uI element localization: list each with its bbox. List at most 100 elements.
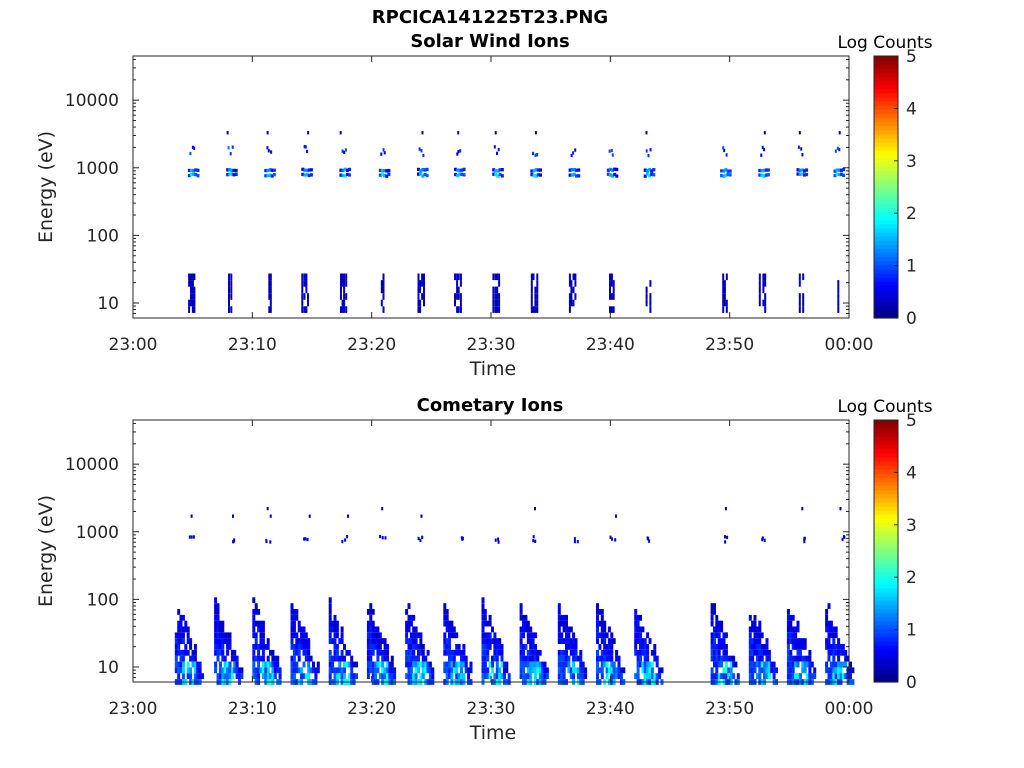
colorbar-segment xyxy=(874,113,898,118)
spectrogram-pixel xyxy=(813,673,817,679)
spectrogram-pixel xyxy=(302,638,306,644)
spectrogram-pixel xyxy=(596,655,599,662)
spectrogram-pixel xyxy=(459,149,462,153)
spectrogram-pixel xyxy=(713,661,716,668)
spectrogram-pixel xyxy=(345,306,348,313)
spectrogram-pixel xyxy=(366,655,370,662)
spectrogram-pixel xyxy=(216,626,220,633)
spectrogram-pixel xyxy=(610,649,614,656)
spectrogram-pixel xyxy=(369,644,373,650)
spectrogram-pixel xyxy=(417,280,420,287)
spectrogram-pixel xyxy=(300,632,304,639)
spectrogram-pixel xyxy=(177,626,181,633)
colorbar-segment xyxy=(874,60,898,65)
spectrogram-pixel xyxy=(606,172,610,176)
spectrogram-pixel xyxy=(343,286,346,294)
spectrogram-pixel xyxy=(292,673,296,679)
spectrogram-pixel xyxy=(658,673,662,679)
spectrogram-pixel xyxy=(343,273,346,281)
spectrogram-pixel xyxy=(390,655,394,662)
spectrogram-pixel xyxy=(529,649,533,656)
spectrogram-pixel xyxy=(569,638,573,644)
spectrogram-pixel xyxy=(764,173,768,177)
spectrogram-pixel xyxy=(493,673,497,679)
spectrogram-pixel xyxy=(454,172,457,177)
spectrogram-pixel xyxy=(568,273,571,281)
spectrogram-pixel xyxy=(259,632,263,639)
spectrogram-pixel xyxy=(223,632,227,639)
colorbar-segment xyxy=(874,542,898,548)
spectrogram-pixel xyxy=(189,151,192,156)
x-tick-label: 23:30 xyxy=(467,335,516,355)
spectrogram-pixel xyxy=(753,644,757,650)
x-tick-label: 23:40 xyxy=(586,335,635,355)
spectrogram-pixel xyxy=(803,539,806,544)
spectrogram-pixel xyxy=(570,173,574,177)
spectrogram-pixel xyxy=(460,661,463,668)
colorbar-segment xyxy=(874,215,898,221)
spectrogram-pixel xyxy=(574,638,578,644)
spectrogram-pixel xyxy=(177,673,181,679)
spectrogram-pixel xyxy=(605,673,609,679)
spectrogram-pixel xyxy=(534,649,537,656)
colorbar-label: Log Counts xyxy=(837,397,932,417)
colorbar-segment xyxy=(874,64,898,69)
spectrogram-pixel xyxy=(300,626,304,633)
spectrogram-pixel xyxy=(526,661,530,668)
spectrogram-pixel xyxy=(562,649,566,656)
spectrogram-pixel xyxy=(596,667,599,674)
spectrogram-pixel xyxy=(794,632,798,639)
spectrogram-pixel xyxy=(572,638,576,644)
spectrogram-pixel xyxy=(252,673,256,679)
spectrogram-pixel xyxy=(827,638,831,644)
spectrogram-pixel xyxy=(177,609,181,615)
spectrogram-pixel xyxy=(530,173,534,177)
spectrogram-pixel xyxy=(388,673,392,679)
spectrogram-pixel xyxy=(572,632,576,639)
spectrogram-pixel xyxy=(723,293,726,300)
spectrogram-pixel xyxy=(833,169,837,173)
spectrogram-pixel xyxy=(610,293,613,300)
spectrogram-pixel xyxy=(837,673,841,679)
spectrogram-pixel xyxy=(445,614,449,621)
spectrogram-pixel xyxy=(390,667,394,674)
spectrogram-pixel xyxy=(572,673,576,679)
spectrogram-pixel xyxy=(530,273,533,281)
spectrogram-pixel xyxy=(522,649,525,656)
spectrogram-pixel xyxy=(649,280,652,287)
spectrogram-pixel xyxy=(369,667,373,674)
spectrogram-pixel xyxy=(600,614,604,621)
spectrogram-pixel xyxy=(607,638,611,644)
colorbar-segment xyxy=(874,178,898,184)
spectrogram-pixel xyxy=(720,644,724,650)
spectrogram-pixel xyxy=(201,673,204,679)
spectrogram-pixel xyxy=(762,273,765,281)
spectrogram-pixel xyxy=(369,655,373,662)
spectrogram-pixel xyxy=(407,649,411,656)
spectrogram-pixel xyxy=(615,174,619,178)
spectrogram-pixel xyxy=(570,280,573,287)
spectrogram-pixel xyxy=(385,174,389,178)
spectrogram-pixel xyxy=(763,147,766,152)
spectrogram-pixel xyxy=(789,649,793,656)
spectrogram-pixel xyxy=(574,649,578,656)
spectrogram-pixel xyxy=(837,299,840,307)
spectrogram-pixel xyxy=(380,280,383,287)
spectrogram-pixel xyxy=(455,661,459,668)
spectrogram-pixel xyxy=(194,172,198,177)
spectrogram-pixel xyxy=(381,169,384,173)
y-tick-label: 100 xyxy=(87,226,119,246)
spectrogram-pixel xyxy=(181,626,185,633)
spectrogram-pixel xyxy=(328,661,332,668)
spectrogram-pixel xyxy=(495,655,499,662)
spectrogram-pixel xyxy=(603,620,607,627)
spectrogram-pixel xyxy=(569,649,573,656)
spectrogram-pixel xyxy=(603,649,607,656)
spectrogram-pixel xyxy=(181,632,185,639)
spectrogram-pixel xyxy=(216,614,220,621)
spectrogram-pixel xyxy=(526,655,530,662)
spectrogram-pixel xyxy=(409,632,413,639)
spectrogram-pixel xyxy=(228,273,230,281)
spectrogram-pixel xyxy=(483,632,487,639)
colorbar-segment xyxy=(874,538,898,544)
